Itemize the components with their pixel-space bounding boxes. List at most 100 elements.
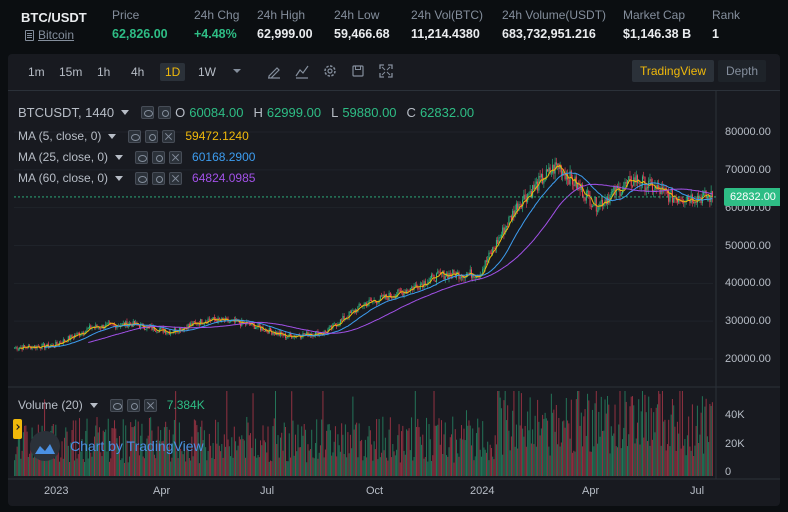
volume-bar <box>216 443 218 476</box>
gear-icon[interactable] <box>126 398 140 412</box>
candle-body <box>699 196 701 200</box>
volume-bar <box>352 396 354 476</box>
volume-label[interactable]: Volume (20) <box>18 398 83 412</box>
volume-bar <box>593 446 595 476</box>
indicator-icon[interactable] <box>294 63 310 79</box>
fullscreen-icon[interactable] <box>378 63 394 79</box>
volume-bar <box>374 449 376 476</box>
volume-bar <box>113 420 115 476</box>
tradingview-watermark[interactable]: Chart by TradingView <box>30 431 204 461</box>
candle-body <box>605 199 607 205</box>
snapshot-icon[interactable] <box>350 63 366 79</box>
caret-down-icon[interactable] <box>89 402 98 408</box>
visibility-icon[interactable] <box>109 398 123 412</box>
gear-icon[interactable] <box>152 150 166 164</box>
volume-bar <box>226 391 228 476</box>
expand-panel-tab[interactable] <box>13 419 22 439</box>
candle-body <box>518 204 520 211</box>
depth-view-button[interactable]: Depth <box>718 60 767 82</box>
candle-body <box>510 215 512 221</box>
candle-body <box>422 283 424 288</box>
close-icon[interactable] <box>162 129 176 143</box>
caret-down-icon[interactable] <box>121 110 130 115</box>
candle-body <box>100 328 102 329</box>
caret-down-icon[interactable] <box>115 175 124 181</box>
chart-canvas[interactable]: BTCUSDT, 1440 O 60084.00 H 62999.00 L 59880… <box>8 90 780 506</box>
gear-icon[interactable] <box>152 171 166 185</box>
ma25-label[interactable]: MA (25, close, 0) <box>18 150 109 164</box>
interval-1m[interactable]: 1m <box>28 65 45 79</box>
candle-body <box>695 202 697 203</box>
volume-bar <box>135 419 137 476</box>
volume-bar <box>527 411 529 476</box>
candle-body <box>397 289 399 296</box>
visibility-icon[interactable] <box>135 171 149 185</box>
candle-body <box>492 247 494 254</box>
interval-15m[interactable]: 15m <box>59 65 83 79</box>
candle-body <box>543 181 545 184</box>
candle-body <box>253 324 255 330</box>
volume-bar <box>17 420 19 476</box>
candle-body <box>75 335 77 336</box>
volume-bar <box>668 419 670 476</box>
volume-bar <box>192 456 194 476</box>
volume-bar <box>101 456 103 476</box>
caret-down-icon[interactable] <box>115 154 124 160</box>
volume-bar <box>700 412 702 476</box>
volume-bar <box>273 418 275 476</box>
volume-bar <box>664 419 666 476</box>
candle-body <box>560 165 562 176</box>
interval-1d[interactable]: 1D <box>160 63 186 81</box>
candle-body <box>176 331 178 333</box>
candle-body <box>678 199 680 203</box>
gear-icon[interactable] <box>145 129 159 143</box>
volume-bar <box>678 433 680 476</box>
ma60-label[interactable]: MA (60, close, 0) <box>18 171 109 185</box>
interval-1h[interactable]: 1h <box>97 65 111 79</box>
visibility-icon[interactable] <box>135 150 149 164</box>
candle-body <box>597 210 599 212</box>
volume-bar <box>694 445 696 476</box>
candle-body <box>635 175 637 183</box>
volume-bar <box>95 425 97 476</box>
ma5-label[interactable]: MA (5, close, 0) <box>18 129 102 143</box>
candle-body <box>634 177 636 183</box>
volume-bar <box>357 457 359 476</box>
candle-body <box>339 319 341 325</box>
candle-body <box>156 331 158 333</box>
candle-body <box>582 184 584 197</box>
watermark-text: Chart by TradingView <box>70 438 204 454</box>
volume-bar <box>397 435 399 476</box>
draw-icon[interactable] <box>266 63 282 79</box>
volume-bar <box>24 425 26 476</box>
interval-4h[interactable]: 4h <box>131 65 145 79</box>
coin-info-link[interactable]: Bitcoin <box>25 28 74 42</box>
interval-1w[interactable]: 1W <box>198 65 216 79</box>
volume-bar <box>314 443 316 476</box>
candle-body <box>267 331 269 334</box>
settings-icon[interactable] <box>322 63 338 79</box>
volume-bar <box>429 439 431 476</box>
symbol-interval-label[interactable]: BTCUSDT, 1440 <box>18 105 115 120</box>
price-axis-label: 30000.00 <box>725 315 771 327</box>
volume-bar <box>304 429 306 476</box>
candle-body <box>711 191 713 197</box>
volume-bar <box>163 427 165 476</box>
candle-body <box>180 327 182 331</box>
candle-body <box>287 336 289 338</box>
candle-body <box>392 297 394 298</box>
visibility-icon[interactable] <box>141 106 155 119</box>
candle-body <box>213 317 215 320</box>
close-icon[interactable] <box>143 398 157 412</box>
interval-dropdown-icon[interactable] <box>229 63 245 79</box>
volume-bar <box>699 434 701 476</box>
gear-icon[interactable] <box>158 106 172 119</box>
candle-body <box>482 269 484 275</box>
close-icon[interactable] <box>169 171 183 185</box>
close-icon[interactable] <box>169 150 183 164</box>
volume-bar <box>175 391 177 476</box>
visibility-icon[interactable] <box>128 129 142 143</box>
tradingview-view-button[interactable]: TradingView <box>632 60 715 82</box>
caret-down-icon[interactable] <box>108 133 117 139</box>
price-chart[interactable] <box>8 91 780 506</box>
